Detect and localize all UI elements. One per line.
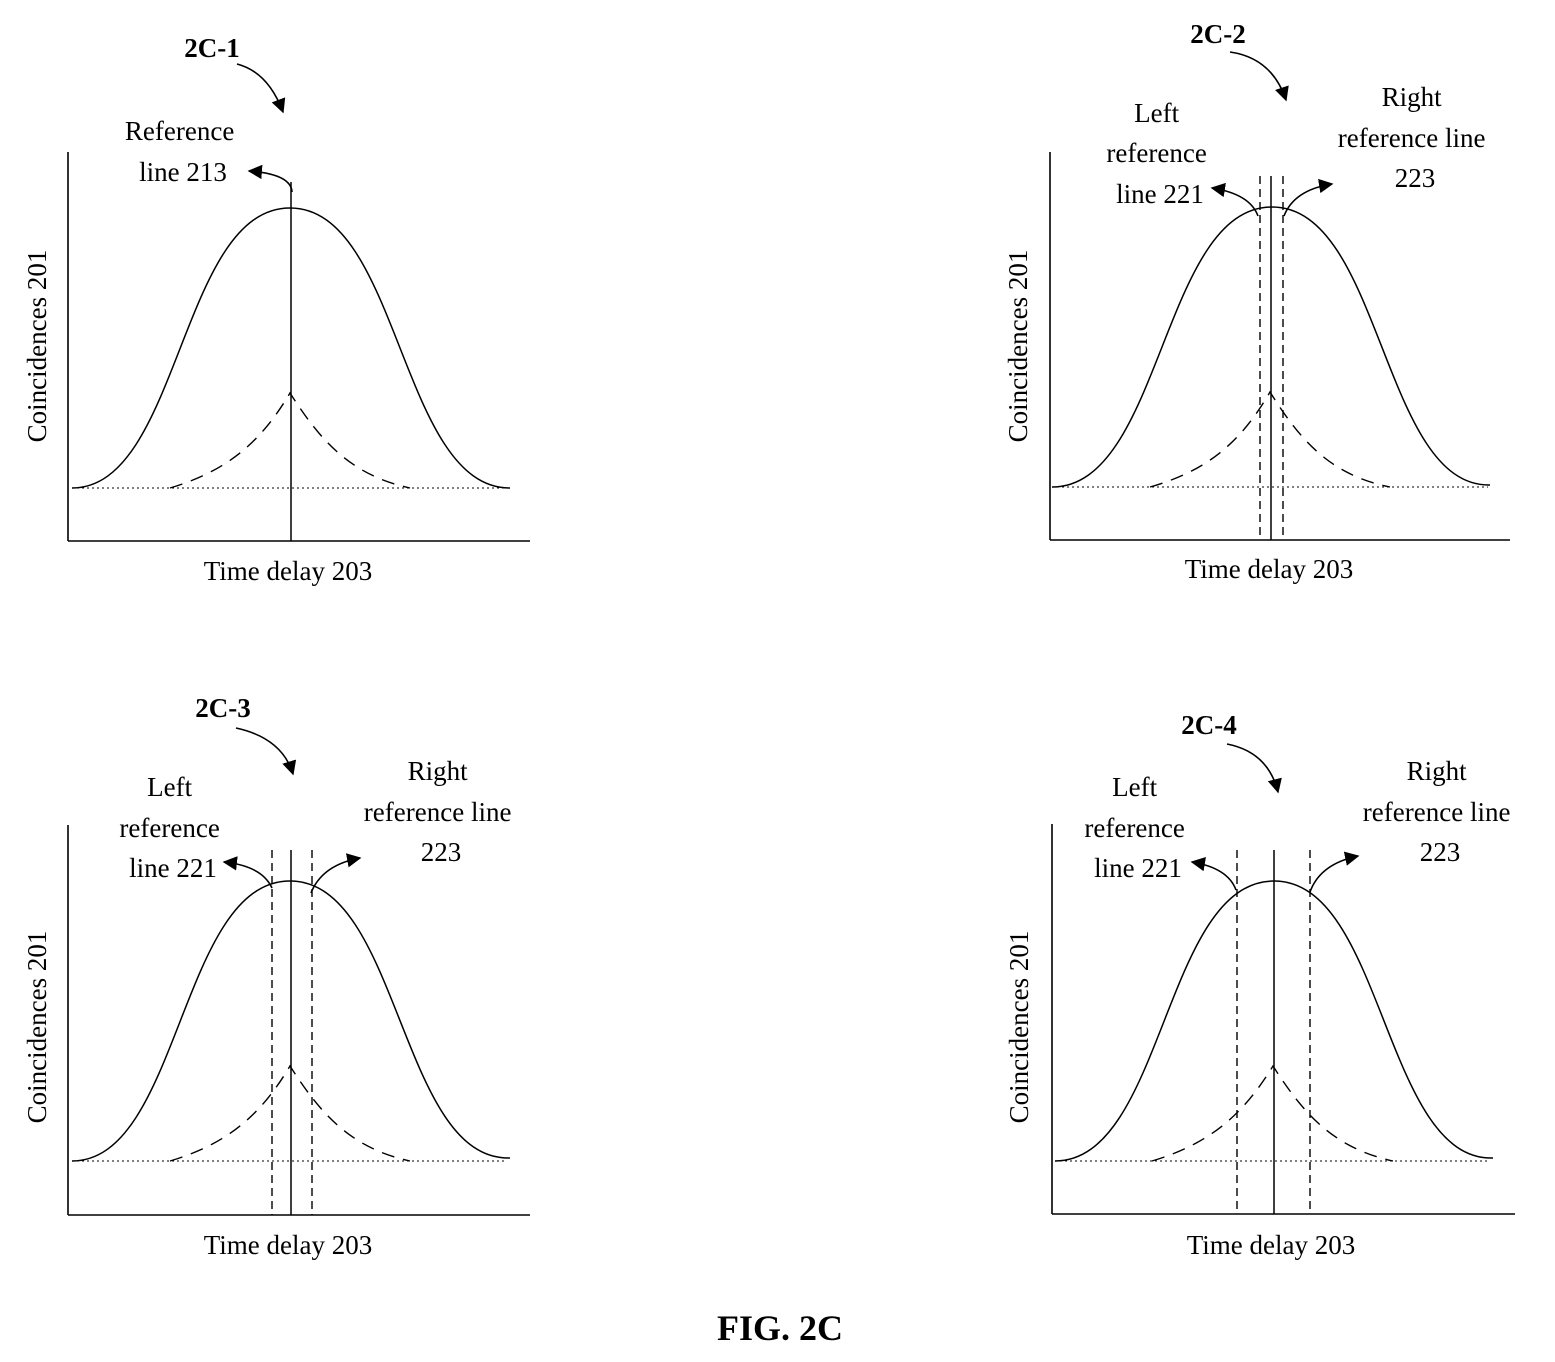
reference-line-arrow (247, 164, 293, 193)
right-reference-line-label: Right reference line 223 (1363, 756, 1517, 867)
panel-id-label: 2C-4 (1181, 710, 1237, 740)
total-coincidence-curve (71, 880, 511, 1162)
true-coincidence-curve (169, 1064, 411, 1162)
panel-pointer-arrow (235, 727, 297, 776)
true-coincidence-curve (1151, 1064, 1394, 1162)
total-coincidence-curve (71, 207, 511, 489)
panel-id-label: 2C-1 (184, 33, 240, 63)
right-reference-line-label: Right reference line 223 (364, 756, 518, 867)
true-coincidence-curve (1149, 390, 1391, 488)
x-axis-label: Time delay 203 (204, 556, 373, 586)
y-axis-label: Coincidences 201 (1003, 250, 1033, 443)
axes (1049, 152, 1510, 541)
left-reference-line-label: Left reference line 221 (1106, 98, 1213, 209)
x-axis-label: Time delay 203 (1185, 554, 1354, 584)
left-reference-line-arrow (1190, 857, 1237, 891)
y-axis-label: Coincidences 201 (22, 931, 52, 1124)
right-reference-line-arrow (1283, 178, 1334, 217)
left-reference-line-arrow (222, 856, 273, 889)
right-reference-line-arrow (1309, 851, 1360, 893)
right-reference-line-label: Right reference line 223 (1338, 82, 1492, 193)
panel-pointer-arrow (1229, 51, 1289, 102)
panel-id-label: 2C-3 (195, 693, 251, 723)
panel-pointer-arrow (236, 63, 286, 114)
y-axis-label: Coincidences 201 (22, 250, 52, 443)
reference-line-label: Reference line 213 (125, 116, 241, 187)
left-reference-line-label: Left reference line 221 (1084, 772, 1191, 883)
axes (67, 825, 530, 1216)
axes (67, 152, 530, 542)
panel-2c-3: 2C-3 Left reference line 221 Right refer… (22, 693, 530, 1260)
x-axis-label: Time delay 203 (1187, 1230, 1356, 1260)
total-coincidence-curve (1051, 206, 1491, 488)
left-reference-line-arrow (1210, 182, 1259, 217)
y-axis-label: Coincidences 201 (1004, 931, 1034, 1124)
x-axis-label: Time delay 203 (204, 1230, 373, 1260)
left-reference-line-label: Left reference line 221 (119, 772, 226, 883)
true-coincidence-curve (169, 391, 411, 489)
axes (1051, 824, 1515, 1215)
panel-id-label: 2C-2 (1190, 19, 1246, 49)
panel-2c-1: 2C-1 Reference line 213 Time delay 203 C… (22, 33, 530, 586)
panel-2c-2: 2C-2 Left reference line 221 Right refer… (1003, 19, 1510, 584)
panel-2c-4: 2C-4 Left reference line 221 Right refer… (1004, 710, 1517, 1260)
right-reference-line-arrow (310, 853, 362, 894)
panel-pointer-arrow (1226, 743, 1282, 794)
figure-title: FIG. 2C (717, 1308, 843, 1348)
